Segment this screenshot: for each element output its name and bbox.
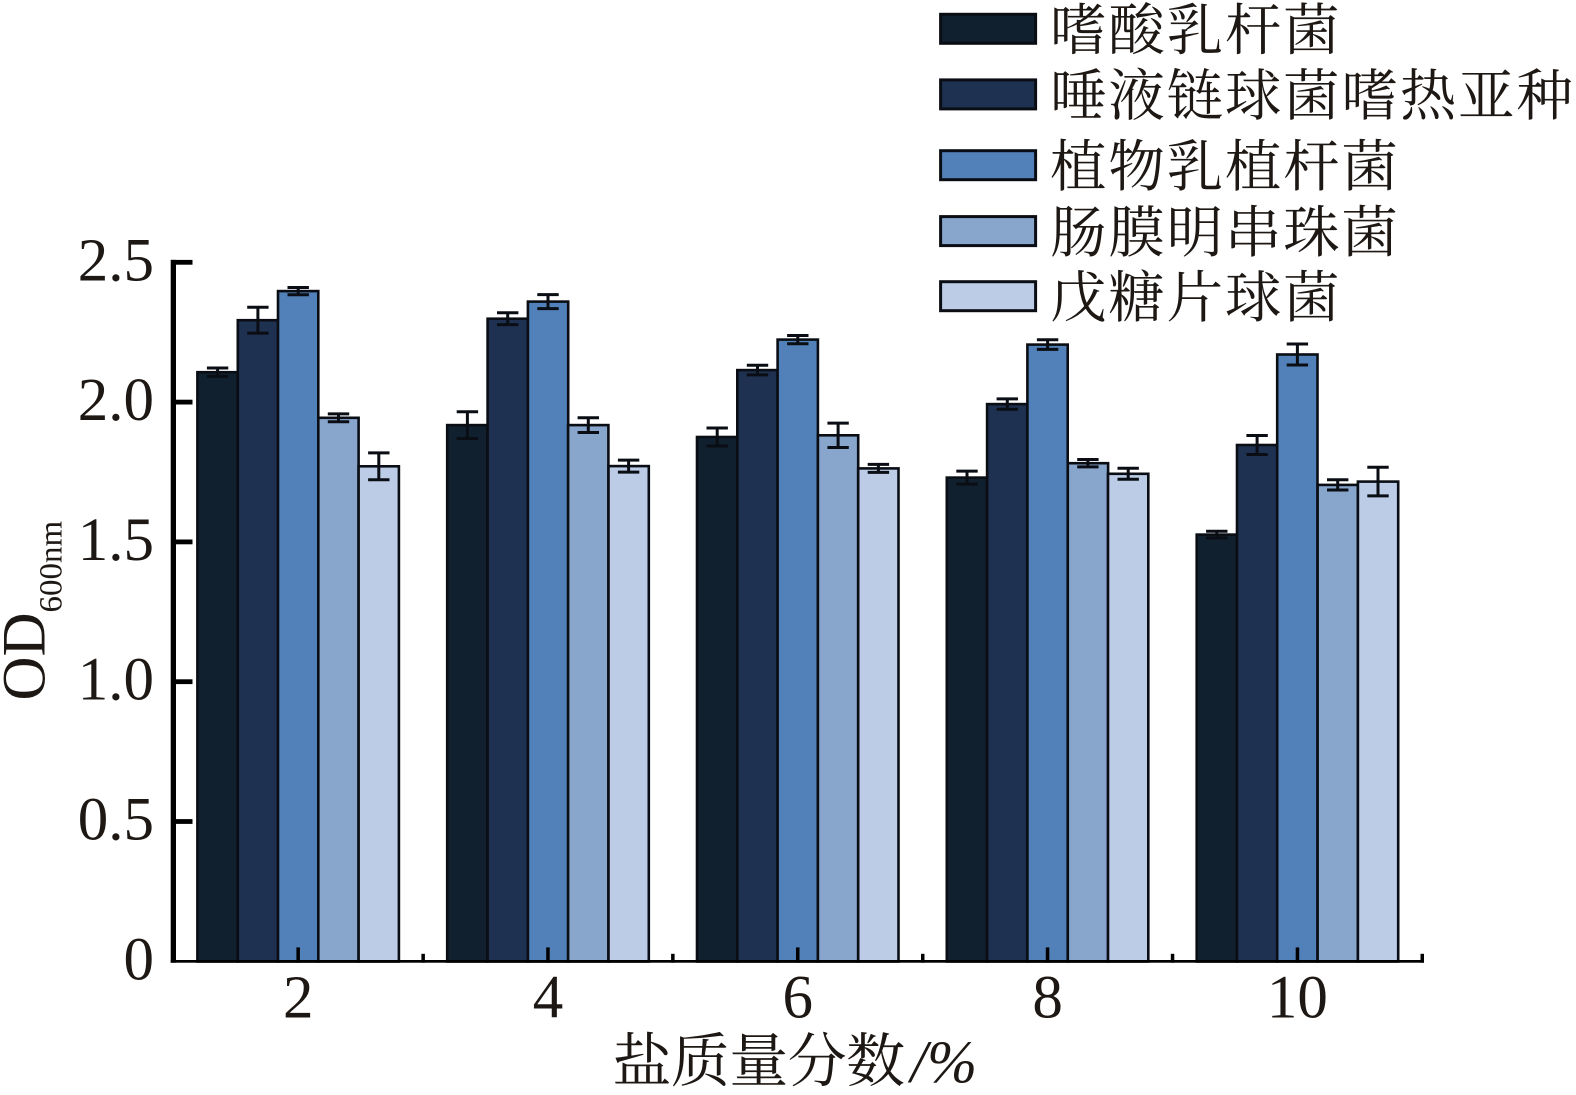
svg-text:8: 8	[1032, 965, 1063, 1032]
svg-text:1.0: 1.0	[78, 647, 154, 714]
svg-text:0.5: 0.5	[78, 787, 154, 854]
svg-text:4: 4	[533, 965, 564, 1032]
svg-text:10: 10	[1267, 965, 1328, 1032]
svg-text:600nm: 600nm	[34, 521, 70, 613]
svg-text:6: 6	[783, 965, 814, 1032]
svg-text:1.5: 1.5	[78, 507, 154, 574]
svg-text:2: 2	[283, 965, 314, 1032]
svg-text:0: 0	[124, 926, 155, 993]
svg-text:2.0: 2.0	[78, 367, 154, 434]
svg-text:OD: OD	[0, 612, 59, 700]
svg-text:2.5: 2.5	[78, 227, 154, 294]
svg-text:/%: /%	[908, 1029, 978, 1090]
